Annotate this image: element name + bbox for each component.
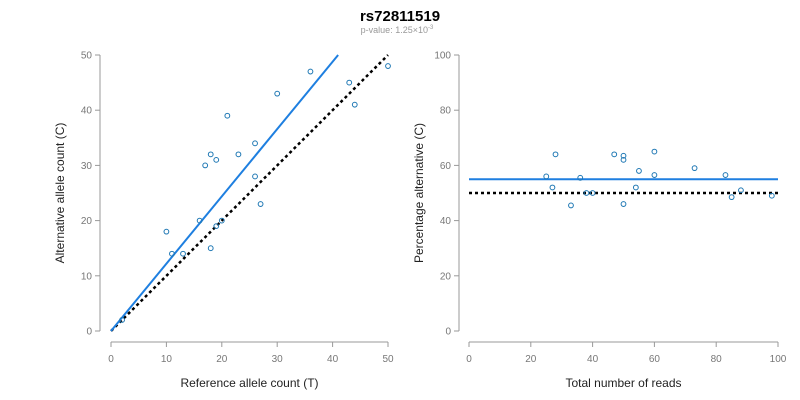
data-point — [611, 151, 618, 158]
x-tick-label: 20 — [525, 354, 537, 365]
y-tick-label: 40 — [81, 106, 93, 117]
data-point — [577, 174, 584, 181]
data-point — [636, 168, 642, 174]
x-axis-ticks: 0 20 40 60 80 100 — [466, 342, 787, 365]
y-tick-label: 60 — [440, 161, 452, 172]
y-axis-ticks: 0 20 40 60 80 100 — [434, 51, 459, 338]
scatter-panel-percentage: 0 20 40 60 80 100 0 20 40 60 80 100 Total number o… — [412, 51, 787, 391]
y-axis-ticks: 0 10 20 30 40 50 — [81, 51, 100, 338]
fitted-ratio-line — [110, 54, 339, 332]
x-tick-label: 40 — [587, 354, 599, 365]
y-tick-label: 10 — [81, 271, 93, 282]
y-tick-label: 0 — [86, 327, 92, 338]
data-point — [346, 79, 353, 86]
y-tick-label: 50 — [81, 51, 93, 62]
x-tick-label: 40 — [327, 354, 339, 365]
data-point — [196, 217, 203, 224]
y-axis-label: Percentage alternative (C) — [412, 123, 426, 263]
x-tick-label: 50 — [382, 354, 394, 365]
y-tick-label: 20 — [81, 216, 93, 227]
data-point — [207, 245, 214, 252]
data-point — [568, 202, 574, 209]
panel-lines — [469, 178, 778, 195]
x-tick-label: 20 — [216, 354, 228, 365]
x-tick-label: 100 — [770, 354, 787, 365]
data-point — [307, 68, 314, 75]
data-point — [722, 172, 729, 178]
y-tick-label: 0 — [445, 327, 451, 338]
chart-title: rs72811519 — [360, 8, 440, 25]
data-point — [252, 173, 258, 180]
x-axis-label: Total number of reads — [565, 376, 681, 390]
data-points — [543, 148, 775, 209]
x-tick-label: 80 — [711, 354, 723, 365]
data-point — [768, 192, 775, 199]
data-point — [163, 228, 170, 235]
scatter-panel-allele-counts: 0 10 20 30 40 50 0 10 20 30 40 50 Reference allele… — [53, 51, 394, 391]
data-point — [207, 151, 214, 158]
y-tick-label: 20 — [440, 271, 452, 282]
data-point — [651, 172, 658, 178]
data-point — [274, 90, 281, 97]
y-tick-label: 40 — [440, 216, 452, 227]
x-axis-label: Reference allele count (T) — [180, 376, 318, 390]
data-point — [202, 162, 209, 169]
x-tick-label: 60 — [649, 354, 661, 365]
x-axis-ticks: 0 10 20 30 40 50 — [108, 342, 394, 365]
data-point — [632, 184, 639, 191]
data-point — [119, 317, 125, 323]
y-axis-label: Alternative allele count (C) — [53, 123, 67, 264]
data-point — [738, 187, 744, 194]
data-point — [213, 223, 220, 230]
x-tick-label: 0 — [108, 354, 114, 365]
data-point — [728, 194, 735, 201]
x-tick-label: 10 — [161, 354, 173, 365]
p-value-exponent: -3 — [428, 25, 434, 31]
data-point — [218, 217, 225, 224]
p-value-text: p-value: 1.25×10 — [361, 25, 428, 35]
data-point — [620, 152, 627, 159]
data-point — [620, 201, 627, 207]
data-point — [235, 151, 242, 158]
data-point — [651, 148, 658, 155]
chart-subtitle: p-value: 1.25×10-3 — [361, 25, 434, 35]
data-point — [213, 156, 220, 163]
x-tick-label: 0 — [466, 354, 472, 365]
data-point — [224, 112, 231, 119]
data-point — [180, 250, 186, 257]
data-points — [119, 63, 391, 323]
data-point — [385, 63, 391, 69]
data-point — [583, 190, 590, 196]
y-tick-label: 80 — [440, 106, 452, 117]
data-point — [252, 140, 258, 147]
panel-lines — [110, 54, 389, 332]
data-point — [549, 184, 556, 191]
data-point — [552, 151, 559, 158]
data-point — [589, 190, 596, 196]
x-tick-label: 30 — [272, 354, 284, 365]
data-point — [169, 250, 175, 257]
data-point — [257, 201, 264, 207]
y-tick-label: 30 — [81, 161, 93, 172]
data-point — [620, 156, 627, 163]
data-point — [691, 165, 698, 172]
data-point — [543, 173, 550, 180]
expected-ratio-line — [110, 54, 389, 332]
data-point — [351, 101, 358, 108]
y-tick-label: 100 — [434, 51, 451, 62]
